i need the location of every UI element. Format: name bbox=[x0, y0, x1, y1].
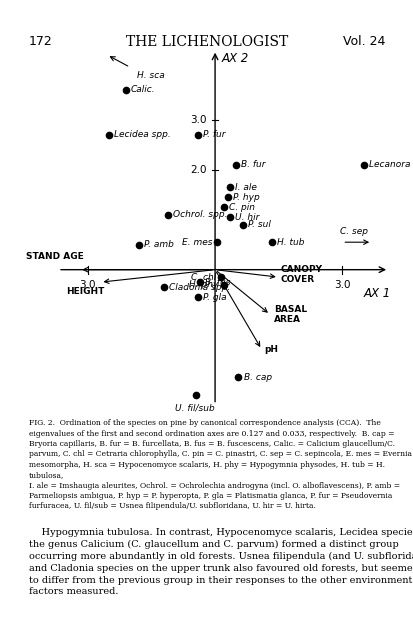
Text: B. fur: B. fur bbox=[241, 160, 265, 169]
Text: H. phy: H. phy bbox=[189, 280, 218, 289]
Text: Vol. 24: Vol. 24 bbox=[342, 35, 384, 48]
Text: E. mes: E. mes bbox=[181, 237, 211, 246]
Text: STAND AGE: STAND AGE bbox=[26, 252, 83, 260]
Text: pH: pH bbox=[263, 345, 277, 354]
Text: 3.0: 3.0 bbox=[333, 280, 350, 290]
Text: P. amb: P. amb bbox=[143, 240, 173, 249]
Text: P. fur: P. fur bbox=[203, 131, 225, 140]
Text: Calic.: Calic. bbox=[131, 85, 155, 94]
Text: P. sul: P. sul bbox=[247, 220, 270, 229]
Text: C. chl: C. chl bbox=[191, 273, 216, 282]
Text: 2.0: 2.0 bbox=[190, 164, 206, 175]
Text: BASAL
AREA: BASAL AREA bbox=[273, 305, 306, 324]
Text: Ochrol. spp.: Ochrol. spp. bbox=[173, 210, 228, 220]
Text: C. pin: C. pin bbox=[228, 203, 254, 212]
Text: AX 1: AX 1 bbox=[363, 287, 390, 300]
Text: P. hyp: P. hyp bbox=[233, 193, 259, 202]
Text: 172: 172 bbox=[29, 35, 52, 48]
Text: U. fil/sub: U. fil/sub bbox=[174, 404, 214, 413]
Text: B. cap: B. cap bbox=[243, 372, 271, 381]
Text: H. tub: H. tub bbox=[277, 237, 304, 246]
Text: 3.0: 3.0 bbox=[190, 115, 206, 125]
Text: C. sep: C. sep bbox=[339, 227, 368, 236]
Text: Cladonia spp.: Cladonia spp. bbox=[169, 283, 230, 292]
Text: FIG. 2.  Ordination of the species on pine by canonical correspondence analysis : FIG. 2. Ordination of the species on pin… bbox=[29, 419, 411, 511]
Text: Lecidea spp.: Lecidea spp. bbox=[114, 131, 171, 140]
Text: I. ale: I. ale bbox=[235, 183, 256, 192]
Text: U. hir: U. hir bbox=[235, 212, 259, 221]
Text: THE LICHENOLOGIST: THE LICHENOLOGIST bbox=[126, 35, 287, 49]
Text: P. gla: P. gla bbox=[203, 292, 226, 301]
Text: H. sca: H. sca bbox=[136, 71, 164, 80]
Text: 3.0: 3.0 bbox=[79, 280, 96, 290]
Text: Hypogymnia tubulosa. In contrast, Hypocenomyce scalaris, Lecidea species and
the: Hypogymnia tubulosa. In contrast, Hypoce… bbox=[29, 528, 413, 596]
Text: Lecanora spp.: Lecanora spp. bbox=[368, 160, 413, 169]
Text: AX 2: AX 2 bbox=[221, 52, 248, 65]
Text: CANOPY
COVER: CANOPY COVER bbox=[280, 265, 322, 284]
Text: B. fus: B. fus bbox=[205, 278, 230, 287]
Text: HEIGHT: HEIGHT bbox=[66, 287, 104, 296]
